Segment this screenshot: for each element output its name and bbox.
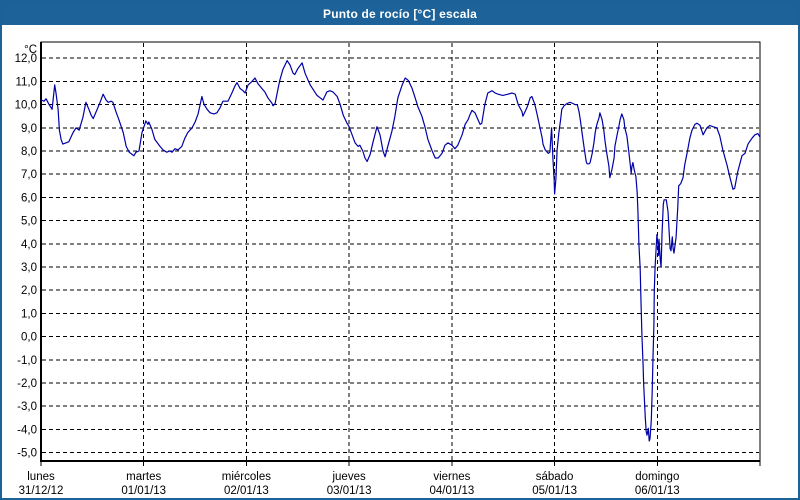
y-axis-label: 9,0	[21, 123, 37, 135]
y-axis-label: 4,0	[21, 239, 37, 251]
y-axis-label: 2,0	[21, 285, 37, 297]
y-axis-label: 3,0	[21, 262, 37, 274]
y-axis-label: 1,0	[21, 308, 37, 320]
x-axis-date-label: 05/01/13	[532, 485, 577, 497]
x-axis-day-label: jueves	[331, 471, 365, 483]
y-axis-label: 8,0	[21, 146, 37, 158]
x-axis-date-label: 06/01/13	[635, 485, 680, 497]
y-axis-unit-label: °C	[24, 44, 37, 56]
x-axis-date-label: 04/01/13	[430, 485, 475, 497]
x-axis-day-label: martes	[126, 471, 161, 483]
y-axis-label: -1,0	[17, 355, 37, 367]
y-axis-label: 6,0	[21, 192, 37, 204]
title-bar: Punto de rocío [°C] escala	[2, 2, 798, 25]
y-axis-label: -3,0	[17, 401, 37, 413]
x-axis-day-label: miércoles	[222, 471, 271, 483]
series-line	[40, 59, 761, 442]
y-axis-label: 10,0	[15, 100, 37, 112]
y-axis-label: 12,0	[15, 53, 37, 65]
y-axis-label: 5,0	[21, 216, 37, 228]
x-axis-date-label: 03/01/13	[327, 485, 372, 497]
y-axis-label: -5,0	[17, 448, 37, 460]
x-axis-day-label: domingo	[635, 471, 679, 483]
y-axis-label: 7,0	[21, 169, 37, 181]
y-axis-label: -4,0	[17, 424, 37, 436]
y-axis-label: 0,0	[21, 332, 37, 344]
x-axis-day-label: sábado	[536, 471, 574, 483]
x-axis-date-label: 31/12/12	[19, 485, 64, 497]
x-axis-date-label: 02/01/13	[224, 485, 269, 497]
y-axis-label: 11,0	[15, 76, 37, 88]
x-axis-date-label: 01/01/13	[121, 485, 166, 497]
x-axis-day-label: viernes	[433, 471, 470, 483]
title-text: Punto de rocío [°C] escala	[322, 6, 478, 21]
y-axis-label: -2,0	[17, 378, 37, 390]
x-axis-day-label: lunes	[27, 471, 55, 483]
